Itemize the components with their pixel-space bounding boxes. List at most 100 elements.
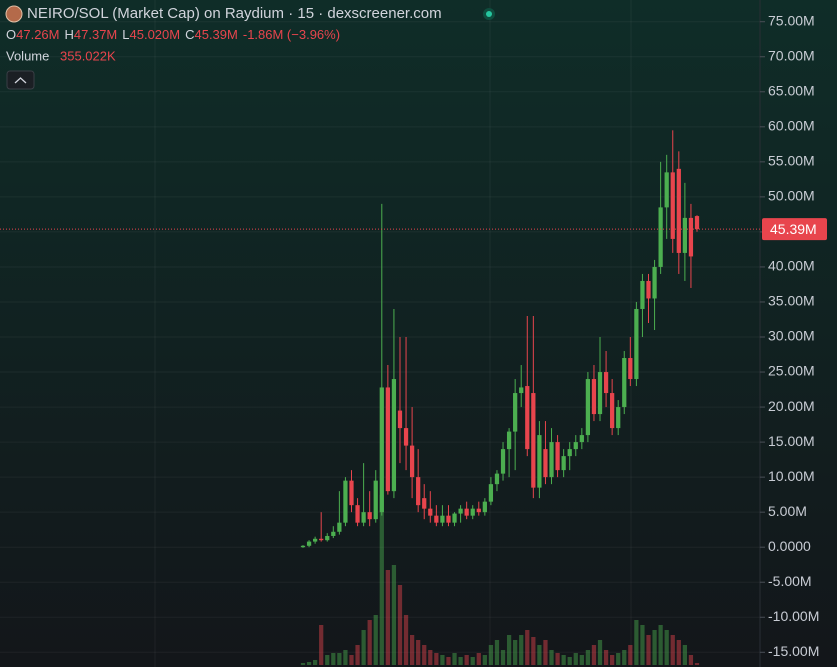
y-tick-label: 10.00M (768, 468, 815, 484)
candle-body (355, 505, 360, 523)
volume-bar (506, 635, 512, 665)
candle-body (628, 358, 633, 380)
volume-bar (652, 630, 657, 665)
volume-bar (476, 653, 481, 665)
candle-body (373, 480, 378, 520)
ohlc-value: 45.39M (194, 27, 237, 42)
candle-body (403, 428, 409, 446)
volume-bar (355, 645, 360, 665)
volume-bar (597, 640, 603, 665)
volume-bar (543, 640, 548, 665)
candle-body (300, 545, 306, 548)
volume-bar (325, 655, 330, 665)
y-tick-label: 0.0000 (768, 538, 811, 554)
plot-background (0, 0, 760, 667)
volume-value: 355.022K (60, 48, 116, 63)
y-tick-label: -5.00M (768, 573, 812, 589)
volume-bar (585, 650, 591, 665)
volume-bar (440, 655, 445, 665)
y-tick-label: 30.00M (768, 328, 815, 344)
candle-body (361, 512, 366, 523)
axis-background (760, 0, 837, 667)
y-tick-label: 55.00M (768, 153, 815, 169)
volume-bar (361, 630, 366, 665)
candle-body (319, 538, 324, 541)
volume-bar (646, 635, 651, 665)
volume-bar (682, 645, 687, 665)
volume-bar (482, 655, 487, 665)
candle-body (488, 484, 494, 502)
candle-body (379, 387, 384, 513)
volume-bar (434, 653, 439, 665)
y-tick-label: 70.00M (768, 47, 815, 63)
candle-body (337, 522, 342, 532)
candle-body (634, 308, 639, 380)
volume-bar (379, 495, 384, 665)
volume-bar (688, 655, 694, 665)
candle-body (682, 217, 687, 253)
volume-label: Volume (6, 48, 49, 63)
volume-bar (640, 625, 645, 665)
candle-body (585, 379, 591, 436)
volume-bar (488, 645, 494, 665)
candle-body (476, 508, 481, 513)
change: -1.86M (−3.96%) (243, 27, 340, 42)
volume-bar (561, 655, 566, 665)
candle-body (646, 280, 651, 299)
candle-body (640, 280, 645, 309)
candle-body (434, 515, 439, 523)
volume-bar (628, 645, 633, 665)
ohlc-value: 47.26M (16, 27, 59, 42)
volume-bar (573, 653, 578, 665)
volume-bar (537, 645, 542, 665)
volume-bar (591, 645, 597, 665)
candle-body (688, 217, 694, 257)
volume-bar (610, 655, 615, 665)
candle-body (573, 442, 578, 450)
candle-body (385, 387, 390, 492)
y-tick-label: 15.00M (768, 433, 815, 449)
candle-body (306, 541, 312, 546)
candle-body (428, 508, 433, 516)
candle-body (500, 449, 506, 474)
y-tick-label: 50.00M (768, 188, 815, 204)
y-tick-label: 25.00M (768, 363, 815, 379)
candle-body (464, 508, 469, 516)
volume-bar (313, 660, 318, 665)
collapse-button[interactable] (6, 70, 35, 90)
price-badge (762, 218, 827, 241)
candle-body (331, 531, 336, 536)
volume-bar (634, 620, 639, 665)
volume-bar (658, 625, 663, 665)
candle-body (549, 442, 554, 478)
volume-bar (343, 650, 348, 665)
volume-bar (319, 625, 324, 665)
candle-body (591, 379, 597, 415)
volume-bar (300, 663, 306, 665)
candle-body (458, 508, 463, 514)
volume-bar (416, 640, 421, 665)
ohlc-key: H (65, 27, 74, 42)
volume-bar (513, 640, 518, 665)
y-tick-label: 75.00M (768, 12, 815, 28)
candle-body (531, 393, 536, 488)
candle-body (670, 172, 675, 239)
candle-body (367, 512, 372, 520)
volume-bar (397, 585, 403, 665)
volume-bar (446, 657, 451, 665)
volume-bar (500, 650, 506, 665)
candle-body (416, 477, 421, 506)
candle-body (519, 387, 524, 394)
y-tick-label: -15.00M (768, 643, 819, 659)
ohlc-key: O (6, 27, 16, 42)
candle-body (579, 435, 584, 443)
ohlc-legend: O47.26M H47.37M L45.020M C45.39M -1.86M (−3.… (6, 27, 340, 42)
y-tick-label: 5.00M (768, 503, 807, 519)
volume-bar (409, 635, 415, 665)
candle-body (409, 445, 415, 478)
volume-bar (385, 570, 390, 665)
candle-body (313, 538, 318, 542)
candle-body (525, 386, 530, 450)
